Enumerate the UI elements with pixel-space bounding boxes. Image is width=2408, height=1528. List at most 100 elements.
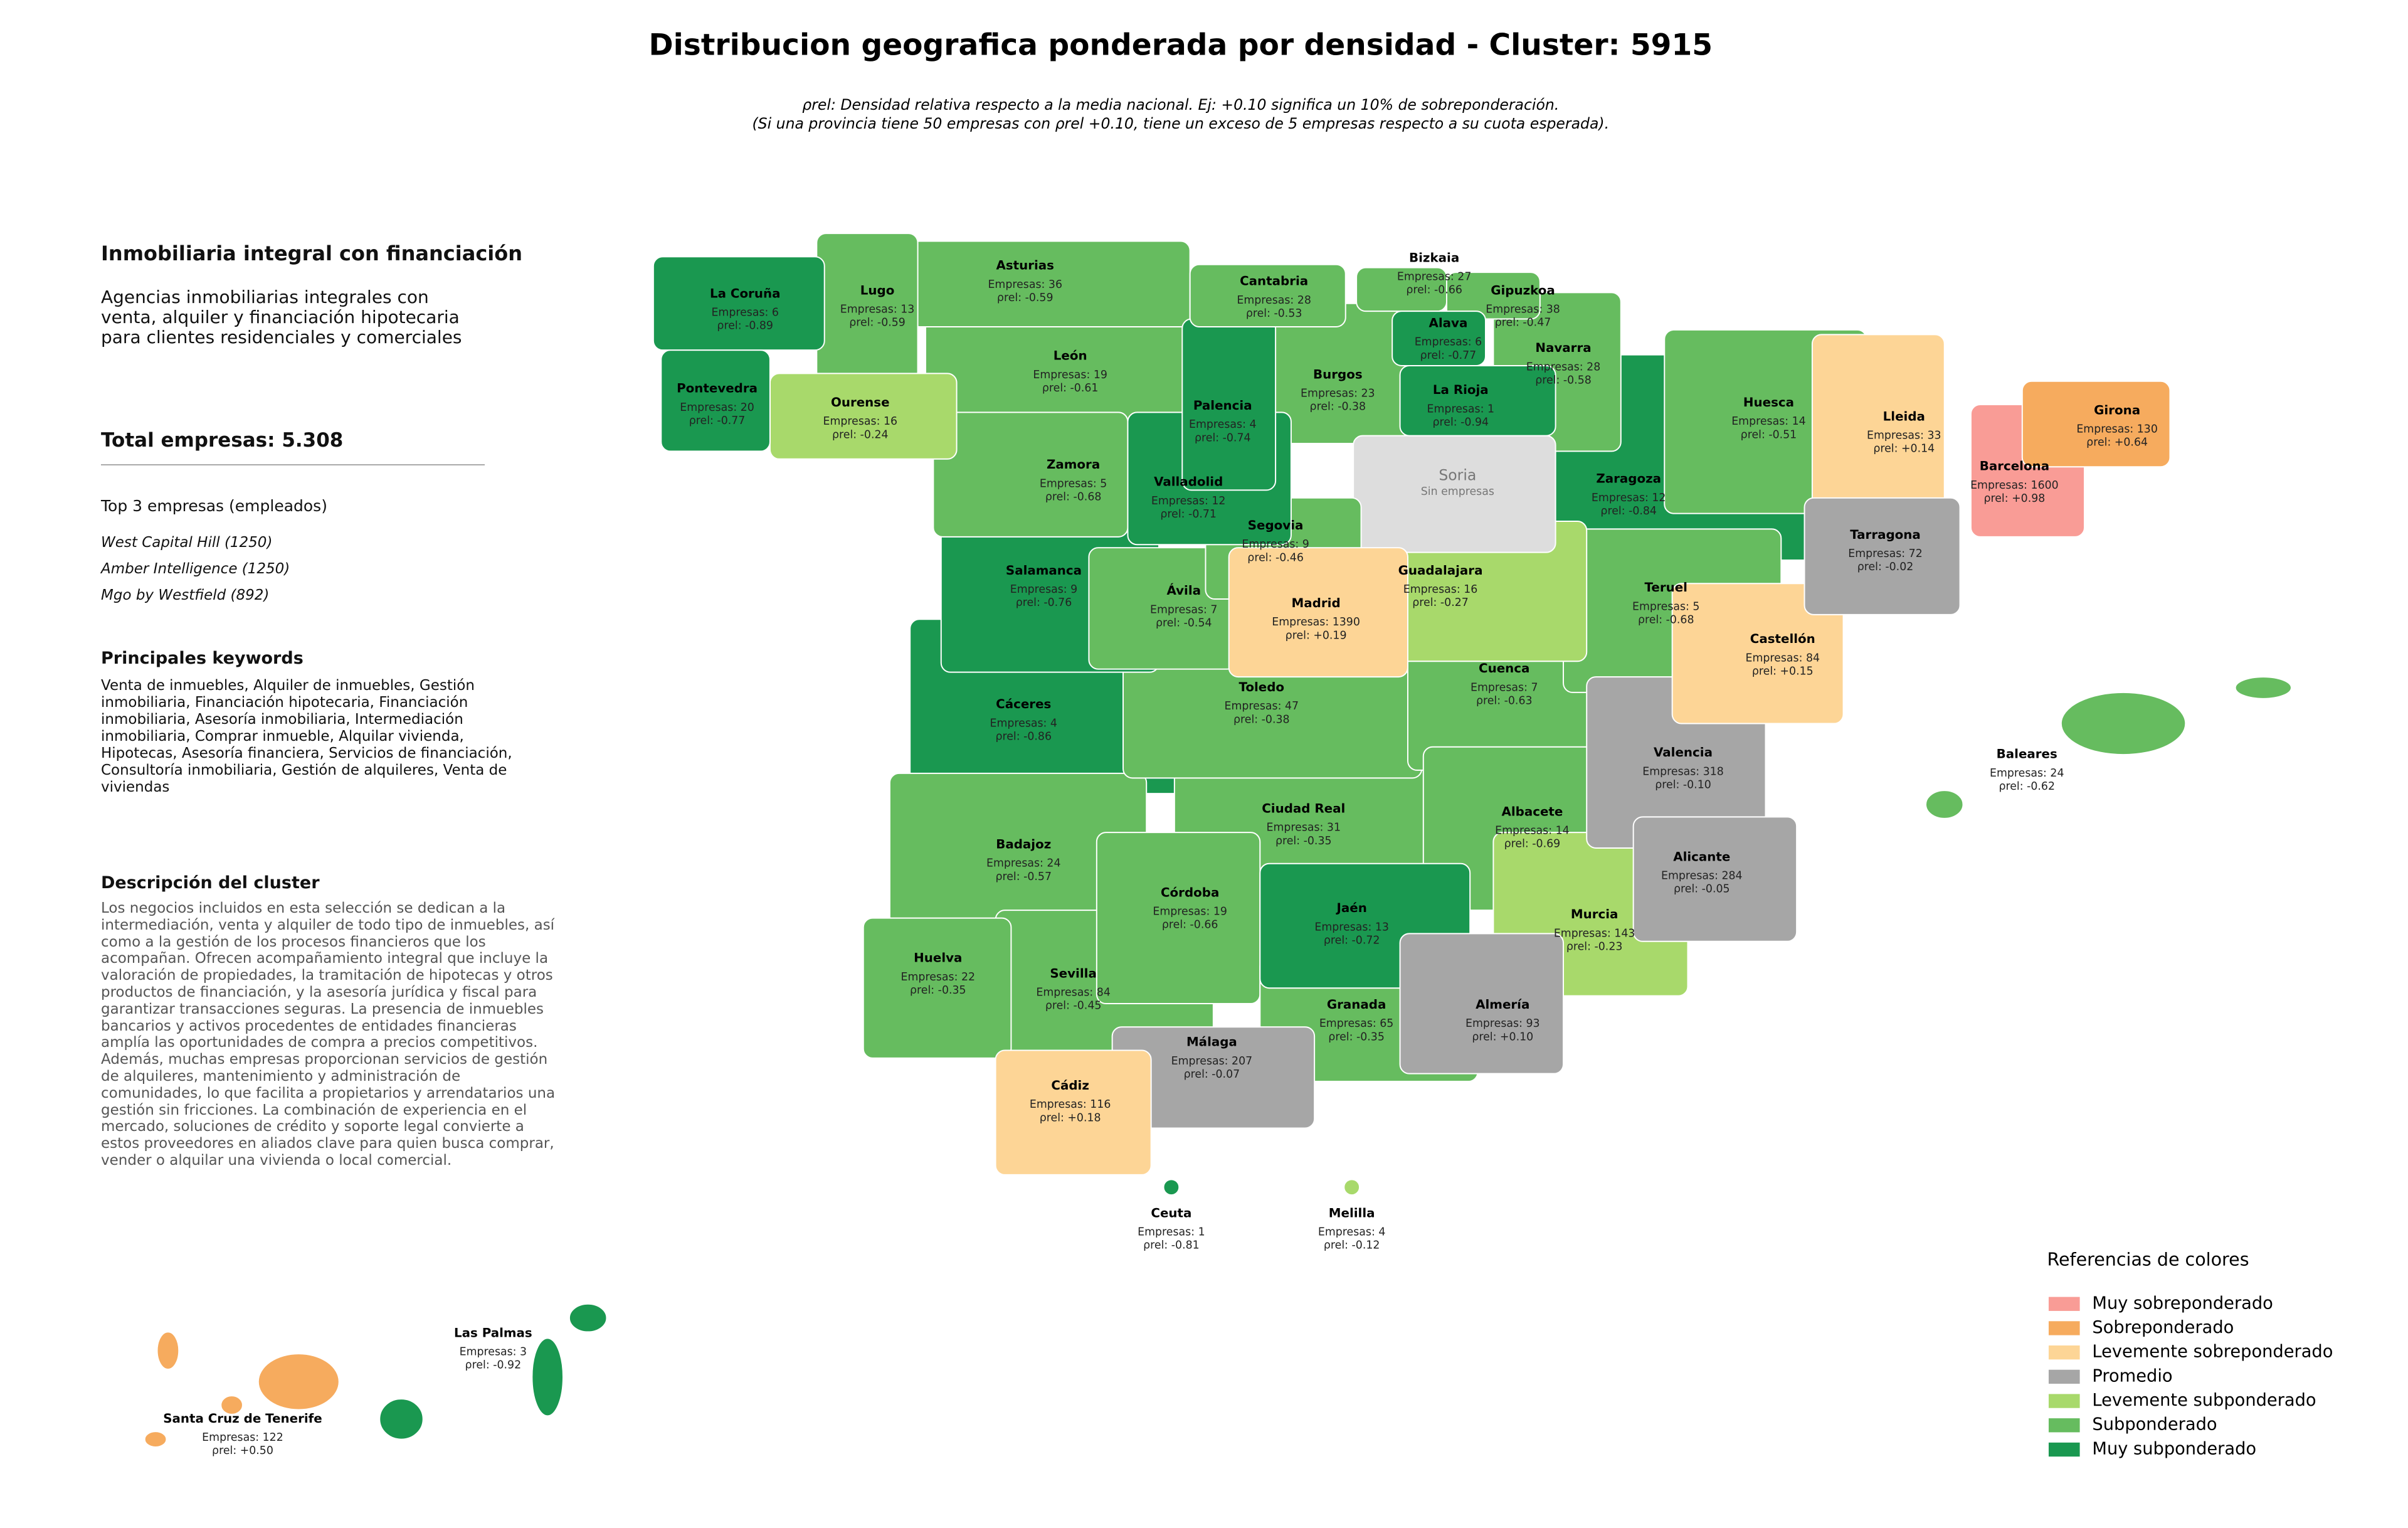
province-rho: ρrel: -0.35 xyxy=(1328,1031,1385,1043)
province-count: Empresas: 28 xyxy=(1237,294,1311,307)
province-name: Valencia xyxy=(1654,745,1713,760)
province xyxy=(257,1353,340,1411)
province-name: Lleida xyxy=(1883,409,1925,423)
province-rho: ρrel: -0.92 xyxy=(465,1359,522,1372)
province-rho: ρrel: -0.59 xyxy=(997,292,1054,304)
province-rho: ρrel: -0.27 xyxy=(1412,597,1469,609)
province-count: Empresas: 93 xyxy=(1465,1017,1540,1030)
province-name: Ciudad Real xyxy=(1262,801,1345,815)
legend-label: Subponderado xyxy=(2092,1415,2217,1435)
province-name: Cádiz xyxy=(1051,1078,1089,1093)
province-rho: ρrel: -0.77 xyxy=(689,415,746,427)
legend-label: Sobreponderado xyxy=(2092,1318,2234,1337)
keywords: Venta de inmuebles, Alquiler de inmueble… xyxy=(101,677,512,795)
province-rho: ρrel: -0.54 xyxy=(1156,617,1212,630)
province-count: Empresas: 6 xyxy=(1415,336,1482,349)
province-count: Empresas: 12 xyxy=(1151,495,1226,507)
province-rho: ρrel: -0.07 xyxy=(1184,1068,1240,1081)
province-name: Santa Cruz de Tenerife xyxy=(163,1411,322,1426)
province-count: Empresas: 14 xyxy=(1731,415,1806,428)
province xyxy=(1671,583,1844,724)
province-rho: ρrel: -0.23 xyxy=(1566,940,1623,953)
province-name: Ávila xyxy=(1166,583,1201,598)
divider xyxy=(101,464,485,465)
province xyxy=(1803,497,1961,615)
province-rho: ρrel: +0.10 xyxy=(1472,1031,1533,1043)
title: Distribucion geografica ponderada por de… xyxy=(649,28,1713,62)
province-name: Soria xyxy=(1439,467,1476,484)
province-rho: ρrel: -0.46 xyxy=(1247,551,1304,564)
province-rho: ρrel: -0.86 xyxy=(995,731,1052,743)
province-rho: ρrel: -0.57 xyxy=(995,871,1052,883)
province-name: Melilla xyxy=(1329,1206,1375,1220)
province-name: Huesca xyxy=(1743,395,1794,410)
province-count: Empresas: 1 xyxy=(1138,1226,1205,1239)
province xyxy=(379,1398,424,1440)
province-name: Córdoba xyxy=(1161,885,1219,899)
province-rho: ρrel: -0.61 xyxy=(1042,382,1099,395)
province xyxy=(1445,272,1541,320)
province-rho: ρrel: -0.62 xyxy=(1999,780,2055,793)
province-count: Empresas: 27 xyxy=(1397,271,1472,284)
province-count: Empresas: 130 xyxy=(2076,423,2158,436)
province xyxy=(531,1337,564,1417)
province-count: Empresas: 122 xyxy=(202,1431,283,1444)
province-rho: ρrel: -0.69 xyxy=(1504,838,1561,851)
province-count: Empresas: 5 xyxy=(1632,600,1699,613)
legend-label: Muy sobreponderado xyxy=(2092,1293,2273,1313)
province-rho: ρrel: -0.63 xyxy=(1476,695,1533,708)
province-name: Lugo xyxy=(860,283,895,297)
province-count: Empresas: 23 xyxy=(1301,388,1375,400)
province-count: Empresas: 5 xyxy=(1040,477,1107,490)
province-name: Tarragona xyxy=(1850,528,1921,542)
province-rho: ρrel: -0.74 xyxy=(1195,432,1251,444)
legend-swatch xyxy=(2048,1321,2080,1335)
province-count: Sin empresas xyxy=(1421,485,1494,498)
province-rho: ρrel: -0.38 xyxy=(1233,713,1290,726)
legend-title: Referencias de colores xyxy=(2047,1249,2249,1270)
top-title: Top 3 empresas (empleados) xyxy=(101,497,327,515)
province-count: Empresas: 47 xyxy=(1225,700,1299,713)
province-count: Empresas: 12 xyxy=(1592,492,1666,504)
province-count: Empresas: 4 xyxy=(1318,1226,1385,1239)
province xyxy=(862,917,1012,1059)
province-count: Empresas: 28 xyxy=(1526,361,1601,373)
province-name: Murcia xyxy=(1571,907,1619,921)
province-name: Palencia xyxy=(1193,398,1252,413)
province-count: Empresas: 3 xyxy=(460,1346,527,1359)
province-rho: ρrel: -0.59 xyxy=(849,317,906,329)
legend-label: Promedio xyxy=(2092,1366,2172,1386)
subtitle: ρrel: Densidad relativa respecto a la me… xyxy=(802,96,1559,114)
sidebar-description: Agencias inmobiliarias integrales con ve… xyxy=(101,287,462,348)
province-rho: ρrel: -0.45 xyxy=(1045,1000,1102,1012)
province-name: Burgos xyxy=(1313,367,1363,381)
province-name: Albacete xyxy=(1501,804,1563,819)
province-count: Empresas: 84 xyxy=(1036,987,1111,999)
province-rho: ρrel: -0.24 xyxy=(832,428,889,441)
province-rho: ρrel: -0.76 xyxy=(1016,597,1072,609)
province-rho: ρrel: -0.05 xyxy=(1674,883,1730,896)
cluster-text: Los negocios incluidos en esta selección… xyxy=(101,900,556,1169)
province-name: Baleares xyxy=(1997,747,2057,761)
province-name: Cantabria xyxy=(1240,274,1308,289)
legend-swatch xyxy=(2048,1418,2080,1433)
province-name: Segovia xyxy=(1248,518,1304,533)
sidebar-heading: Inmobiliaria integral con financiación xyxy=(101,241,523,265)
province-rho: ρrel: -0.77 xyxy=(1420,349,1477,362)
province-rho: ρrel: +0.18 xyxy=(1040,1112,1101,1124)
province xyxy=(220,1395,243,1415)
province-name: Badajoz xyxy=(996,837,1051,851)
province-count: Empresas: 24 xyxy=(986,857,1061,870)
province-rho: ρrel: -0.53 xyxy=(1246,307,1302,320)
province-name: Guadalajara xyxy=(1398,563,1483,578)
province-rho: ρrel: +0.64 xyxy=(2086,437,2148,449)
province-name: Zamora xyxy=(1047,457,1100,472)
cluster-title: Descripción del cluster xyxy=(101,873,320,893)
province-name: Castellón xyxy=(1750,632,1815,646)
province-count: Empresas: 207 xyxy=(1171,1055,1253,1068)
province-count: Empresas: 33 xyxy=(1867,430,1941,442)
province-count: Empresas: 38 xyxy=(1486,304,1560,316)
province-count: Empresas: 19 xyxy=(1153,906,1227,918)
province-name: León xyxy=(1054,349,1087,363)
